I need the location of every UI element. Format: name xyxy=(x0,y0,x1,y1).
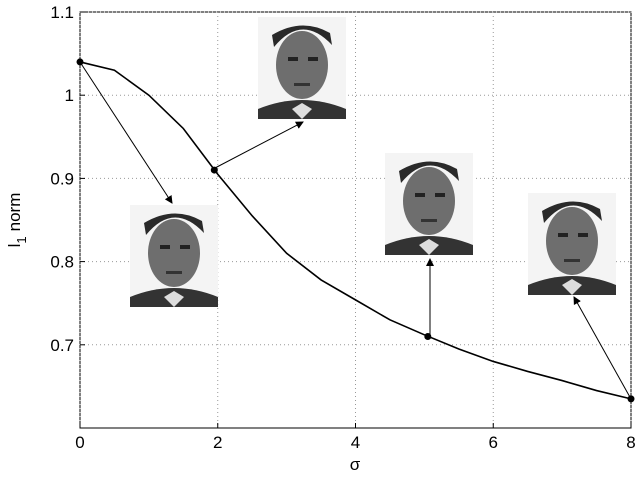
y-tick-label: 0.9 xyxy=(50,169,74,188)
arrows xyxy=(79,61,632,400)
x-axis-label: σ xyxy=(350,455,361,474)
y-tick-label: 0.7 xyxy=(50,336,74,355)
y-tick-label: 0.8 xyxy=(50,253,74,272)
line-series xyxy=(79,61,632,400)
face-images xyxy=(130,17,616,307)
x-tick-label: 6 xyxy=(489,433,498,452)
y-axis-label: l1norm xyxy=(5,193,29,248)
marker-point xyxy=(210,166,218,174)
x-tick-label: 4 xyxy=(351,433,360,452)
marker-point xyxy=(424,332,432,340)
marker-point xyxy=(627,395,635,403)
x-tick-label: 8 xyxy=(626,433,635,452)
y-tick-label: 1.1 xyxy=(50,3,74,22)
x-tick-label: 2 xyxy=(213,433,222,452)
y-tick-label: 1 xyxy=(65,86,74,105)
x-tick-label: 0 xyxy=(75,433,84,452)
marker-point xyxy=(76,58,84,66)
